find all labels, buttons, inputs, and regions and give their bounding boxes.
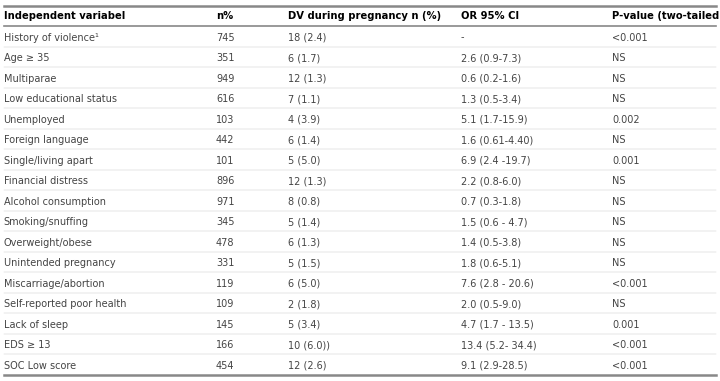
Text: P-value (two-tailed): P-value (two-tailed): [612, 11, 720, 21]
Text: 616: 616: [216, 94, 235, 104]
Text: 13.4 (5.2- 34.4): 13.4 (5.2- 34.4): [461, 340, 536, 350]
Text: Unintended pregnancy: Unintended pregnancy: [4, 258, 115, 268]
Text: 0.6 (0.2-1.6): 0.6 (0.2-1.6): [461, 74, 521, 83]
Text: 119: 119: [216, 279, 235, 289]
Text: 345: 345: [216, 217, 235, 227]
Text: 971: 971: [216, 197, 235, 207]
Text: NS: NS: [612, 53, 626, 63]
Text: 2.2 (0.8-6.0): 2.2 (0.8-6.0): [461, 176, 521, 186]
Text: 12 (1.3): 12 (1.3): [288, 176, 326, 186]
Text: Unemployed: Unemployed: [4, 115, 66, 125]
Text: 1.8 (0.6-5.1): 1.8 (0.6-5.1): [461, 258, 521, 268]
Text: 12 (1.3): 12 (1.3): [288, 74, 326, 83]
Text: 4.7 (1.7 - 13.5): 4.7 (1.7 - 13.5): [461, 320, 534, 330]
Text: 2.0 (0.5-9.0): 2.0 (0.5-9.0): [461, 299, 521, 309]
Text: 0.001: 0.001: [612, 155, 639, 166]
Text: NS: NS: [612, 217, 626, 227]
Text: Low educational status: Low educational status: [4, 94, 117, 104]
Text: 9.1 (2.9-28.5): 9.1 (2.9-28.5): [461, 361, 527, 371]
Text: NS: NS: [612, 135, 626, 145]
Text: 6 (5.0): 6 (5.0): [288, 279, 320, 289]
Text: 0.7 (0.3-1.8): 0.7 (0.3-1.8): [461, 197, 521, 207]
Text: 6.9 (2.4 -19.7): 6.9 (2.4 -19.7): [461, 155, 531, 166]
Text: NS: NS: [612, 258, 626, 268]
Text: 5.1 (1.7-15.9): 5.1 (1.7-15.9): [461, 115, 527, 125]
Text: EDS ≥ 13: EDS ≥ 13: [4, 340, 50, 350]
Text: NS: NS: [612, 197, 626, 207]
Text: Single/living apart: Single/living apart: [4, 155, 92, 166]
Text: NS: NS: [612, 238, 626, 248]
Text: OR 95% CI: OR 95% CI: [461, 11, 519, 21]
Text: 5 (1.5): 5 (1.5): [288, 258, 320, 268]
Text: 6 (1.3): 6 (1.3): [288, 238, 320, 248]
Text: 145: 145: [216, 320, 235, 330]
Text: n%: n%: [216, 11, 233, 21]
Text: 454: 454: [216, 361, 235, 371]
Text: Independent variabel: Independent variabel: [4, 11, 125, 21]
Text: 0.002: 0.002: [612, 115, 639, 125]
Text: Foreign language: Foreign language: [4, 135, 89, 145]
Text: 896: 896: [216, 176, 235, 186]
Text: 6 (1.4): 6 (1.4): [288, 135, 320, 145]
Text: 109: 109: [216, 299, 235, 309]
Text: 4 (3.9): 4 (3.9): [288, 115, 320, 125]
Text: 1.3 (0.5-3.4): 1.3 (0.5-3.4): [461, 94, 521, 104]
Text: 1.6 (0.61-4.40): 1.6 (0.61-4.40): [461, 135, 533, 145]
Text: 1.5 (0.6 - 4.7): 1.5 (0.6 - 4.7): [461, 217, 527, 227]
Text: 5 (1.4): 5 (1.4): [288, 217, 320, 227]
Text: SOC Low score: SOC Low score: [4, 361, 76, 371]
Text: Multiparae: Multiparae: [4, 74, 56, 83]
Text: 745: 745: [216, 32, 235, 43]
Text: Lack of sleep: Lack of sleep: [4, 320, 68, 330]
Text: 18 (2.4): 18 (2.4): [288, 32, 326, 43]
Text: 166: 166: [216, 340, 235, 350]
Text: 2.6 (0.9-7.3): 2.6 (0.9-7.3): [461, 53, 521, 63]
Text: Financial distress: Financial distress: [4, 176, 88, 186]
Text: History of violence¹: History of violence¹: [4, 32, 99, 43]
Text: NS: NS: [612, 94, 626, 104]
Text: 5 (3.4): 5 (3.4): [288, 320, 320, 330]
Text: 10 (6.0)): 10 (6.0)): [288, 340, 330, 350]
Text: 949: 949: [216, 74, 235, 83]
Text: 0.001: 0.001: [612, 320, 639, 330]
Text: <0.001: <0.001: [612, 361, 647, 371]
Text: Age ≥ 35: Age ≥ 35: [4, 53, 49, 63]
Text: -: -: [461, 32, 464, 43]
Text: <0.001: <0.001: [612, 340, 647, 350]
Text: 12 (2.6): 12 (2.6): [288, 361, 326, 371]
Text: 101: 101: [216, 155, 235, 166]
Text: 2 (1.8): 2 (1.8): [288, 299, 320, 309]
Text: 6 (1.7): 6 (1.7): [288, 53, 320, 63]
Text: 351: 351: [216, 53, 235, 63]
Text: 7 (1.1): 7 (1.1): [288, 94, 320, 104]
Text: 442: 442: [216, 135, 235, 145]
Text: NS: NS: [612, 299, 626, 309]
Text: Alcohol consumption: Alcohol consumption: [4, 197, 106, 207]
Text: 8 (0.8): 8 (0.8): [288, 197, 320, 207]
Text: 331: 331: [216, 258, 235, 268]
Text: 7.6 (2.8 - 20.6): 7.6 (2.8 - 20.6): [461, 279, 534, 289]
Text: NS: NS: [612, 176, 626, 186]
Text: NS: NS: [612, 74, 626, 83]
Text: Self-reported poor health: Self-reported poor health: [4, 299, 126, 309]
Text: Miscarriage/abortion: Miscarriage/abortion: [4, 279, 104, 289]
Text: <0.001: <0.001: [612, 32, 647, 43]
Text: 1.4 (0.5-3.8): 1.4 (0.5-3.8): [461, 238, 521, 248]
Text: 478: 478: [216, 238, 235, 248]
Text: 103: 103: [216, 115, 235, 125]
Text: Overweight/obese: Overweight/obese: [4, 238, 92, 248]
Text: <0.001: <0.001: [612, 279, 647, 289]
Text: Smoking/snuffing: Smoking/snuffing: [4, 217, 89, 227]
Text: 5 (5.0): 5 (5.0): [288, 155, 320, 166]
Text: DV during pregnancy n (%): DV during pregnancy n (%): [288, 11, 441, 21]
